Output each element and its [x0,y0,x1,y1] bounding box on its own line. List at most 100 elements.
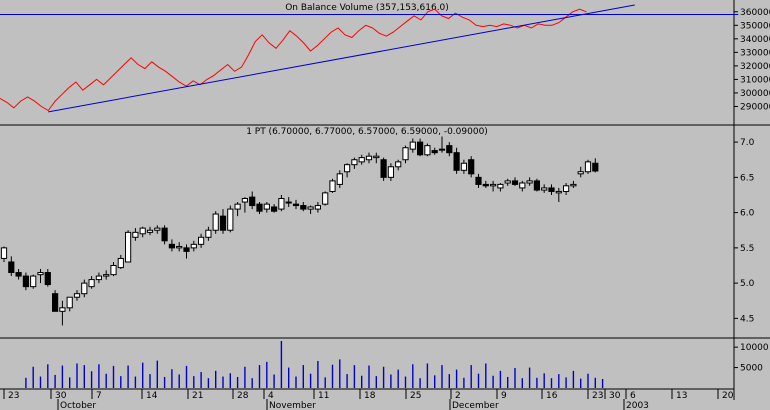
candle-body [154,227,161,231]
candle-body [468,159,475,175]
candle-body [314,205,321,210]
price-y-tick-label: 6.0 [740,209,755,219]
candle-body [592,162,599,172]
candle-body [88,279,95,288]
candle-body [438,148,446,151]
candle-body [8,261,15,274]
date-label: 14 [146,391,158,401]
candle-body [81,282,88,295]
candle-body [460,162,467,171]
date-label: 4 [268,391,274,401]
date-label: 25 [410,391,421,401]
candle-body [30,275,37,288]
date-label: 28 [237,391,249,401]
candle-body [285,201,292,204]
candle-body [526,180,533,184]
candle-body [249,196,256,207]
candle-body [351,159,358,166]
candle-body [497,183,504,189]
candle-body [475,176,482,185]
candle-body [453,152,460,171]
date-label: 21 [192,391,203,401]
obv-y-tick-label: 3100000 [740,75,770,85]
candle-body [125,231,132,263]
candle-body [37,272,44,276]
candle-body [146,229,154,233]
candle-body [183,247,190,252]
candle-body [329,180,336,192]
price-y-tick-label: 6.5 [740,173,754,183]
candle-body [73,293,81,298]
date-label: 9 [501,391,507,401]
candle-body [307,206,314,210]
candle-body [563,185,570,192]
obv-title: On Balance Volume (357,153,616.0) [285,3,449,13]
candle-body [380,159,387,178]
candle-body [322,192,329,205]
candle-body [22,275,29,288]
candle-body [205,229,212,238]
date-label: 13 [676,391,687,401]
candle-body [548,187,555,192]
candle-body [227,208,234,231]
candle-body [409,141,416,150]
candle-body [52,293,59,312]
candle-body [241,198,249,203]
candle-body [161,227,168,242]
candle-body [541,187,548,191]
date-label: 2 [455,391,461,401]
date-label: 30 [609,391,621,401]
candle-body [482,183,489,187]
candle-body [110,264,117,276]
date-label: 18 [364,391,376,401]
month-label: 2003 [626,401,649,410]
candle-body [424,145,431,156]
candle-body [533,180,540,191]
obv-y-tick-label: 3200000 [740,62,770,72]
date-label: 23 [8,391,19,401]
panel-obv-background [0,0,734,125]
candle-body [66,296,73,309]
month-label: December [452,401,499,410]
price-title: 1 PT (6.70000, 6.77000, 6.57000, 6.59000… [246,127,488,137]
candle-body [190,243,197,249]
price-y-tick-label: 4.5 [740,314,754,324]
obv-y-tick-label: 3000000 [740,89,770,99]
candle-body [168,243,176,249]
candle-body [490,183,497,187]
candle-body [431,150,438,154]
candle-body [417,141,424,156]
candle-body [95,275,103,281]
candle-body [365,155,373,161]
candle-body [15,272,22,277]
candle-body [577,171,584,175]
candle-body [132,231,139,238]
candle-body [139,227,146,235]
candle-body [570,183,577,187]
candle-body [263,203,270,210]
price-y-tick-label: 5.0 [740,279,755,289]
candle-body [219,215,227,231]
candle-body [212,213,219,231]
price-y-tick-label: 5.5 [740,244,754,254]
candle-body [234,203,241,210]
candle-body [278,198,285,210]
obv-series-line [0,8,587,112]
candle-body [555,190,562,194]
candle-body [44,272,51,286]
candle-body [198,236,205,245]
candle-body [176,245,183,249]
candle-body [402,147,409,161]
candle-body [446,145,453,154]
date-label: 20 [722,391,734,401]
date-label: 23 [592,391,603,401]
date-label: 6 [630,391,636,401]
obv-y-tick-label: 3300000 [740,48,770,58]
volume-y-tick-label: 10000 [740,343,769,353]
candle-body [300,205,307,210]
obv-y-tick-label: 3500000 [740,21,770,31]
obv-y-tick-label: 2900000 [740,102,770,112]
candle-body [511,180,519,185]
candle-body [0,247,8,259]
